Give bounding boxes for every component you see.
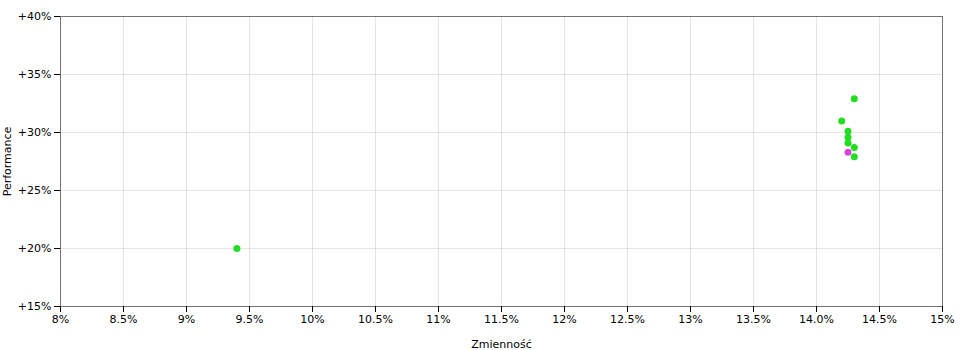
svg-text:+15%: +15% bbox=[18, 300, 52, 313]
svg-text:9.5%: 9.5% bbox=[236, 313, 264, 326]
svg-text:+35%: +35% bbox=[18, 68, 52, 81]
svg-text:13.5%: 13.5% bbox=[736, 313, 771, 326]
svg-text:8.5%: 8.5% bbox=[110, 313, 138, 326]
svg-text:15%: 15% bbox=[930, 313, 954, 326]
svg-text:13%: 13% bbox=[678, 313, 702, 326]
svg-text:+30%: +30% bbox=[18, 126, 52, 139]
svg-text:12.5%: 12.5% bbox=[610, 313, 645, 326]
svg-text:+25%: +25% bbox=[18, 184, 52, 197]
svg-text:11%: 11% bbox=[426, 313, 450, 326]
svg-text:+40%: +40% bbox=[18, 10, 52, 23]
svg-text:Zmienność: Zmienność bbox=[471, 338, 532, 350]
svg-text:10%: 10% bbox=[300, 313, 324, 326]
svg-text:Performance: Performance bbox=[1, 126, 14, 196]
svg-text:10.5%: 10.5% bbox=[358, 313, 393, 326]
svg-text:9%: 9% bbox=[178, 313, 195, 326]
svg-text:14.5%: 14.5% bbox=[862, 313, 897, 326]
svg-text:12%: 12% bbox=[552, 313, 576, 326]
svg-text:11.5%: 11.5% bbox=[484, 313, 519, 326]
svg-text:+20%: +20% bbox=[18, 242, 52, 255]
svg-text:14.0%: 14.0% bbox=[799, 313, 834, 326]
svg-text:8%: 8% bbox=[52, 313, 69, 326]
